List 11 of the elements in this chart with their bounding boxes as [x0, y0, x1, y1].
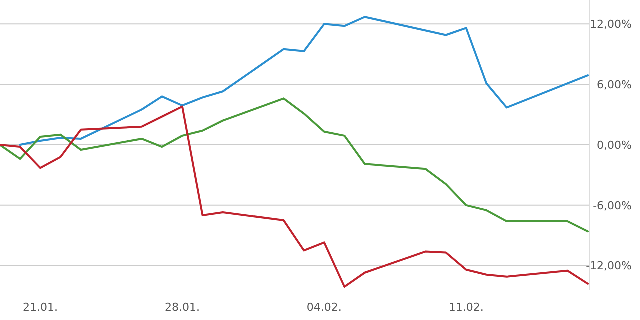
line-series	[19, 16, 589, 146]
line-series	[0, 98, 589, 233]
x-tick-label: 28.01.	[164, 301, 200, 314]
y-tick-label: 12,00%	[590, 18, 632, 32]
y-tick-label: -12,00%	[586, 260, 632, 273]
y-tick-label: -6,00%	[593, 199, 632, 212]
x-tick-label: 11.02.	[448, 301, 484, 314]
y-tick-label: 0,00%	[597, 138, 632, 152]
x-tick-label: 04.02.	[306, 301, 342, 314]
x-tick-label: 21.01.	[23, 301, 58, 314]
y-tick-label: 6,00%	[597, 78, 632, 92]
